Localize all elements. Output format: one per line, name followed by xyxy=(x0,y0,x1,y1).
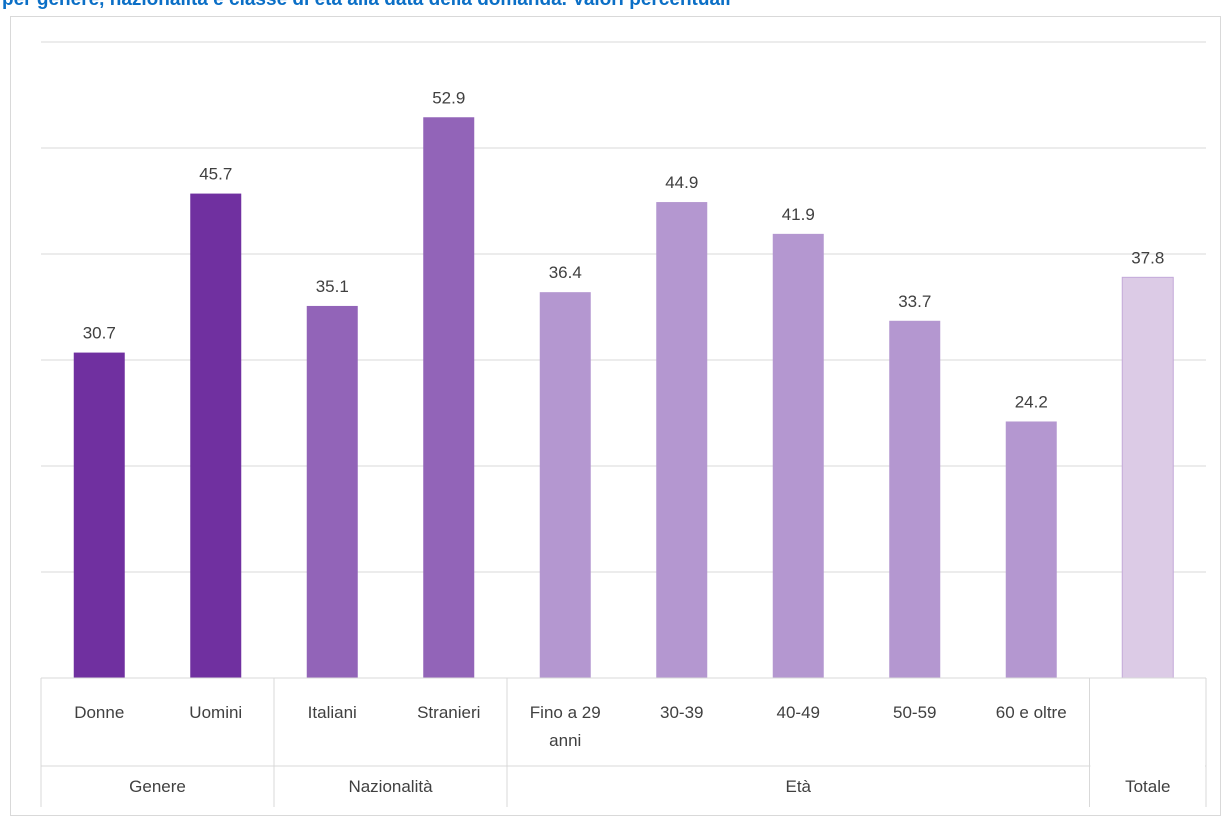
category-label: Uomini xyxy=(189,703,242,722)
totale-cell-mask xyxy=(1090,765,1205,768)
category-label: 50-59 xyxy=(893,703,936,722)
bar-value-label: 33.7 xyxy=(898,292,931,311)
bar xyxy=(190,193,242,678)
bar xyxy=(889,320,941,678)
category-label: Donne xyxy=(74,703,124,722)
category-label: 30-39 xyxy=(660,703,703,722)
category-label: Stranieri xyxy=(417,703,480,722)
group-label: Genere xyxy=(129,777,186,796)
bar-value-label: 52.9 xyxy=(432,88,465,107)
bar-value-label: 24.2 xyxy=(1015,392,1048,411)
group-label: Età xyxy=(785,777,811,796)
bars xyxy=(73,117,1174,679)
bar xyxy=(306,305,358,678)
category-label: Italiani xyxy=(308,703,357,722)
bar xyxy=(772,233,824,679)
bar xyxy=(539,292,591,678)
category-label: anni xyxy=(549,731,581,750)
category-label: 40-49 xyxy=(777,703,820,722)
value-labels: 30.7 45.7 35.1 52.9 36.4 44.9 41.9 33.7 24.2 37.8 xyxy=(83,88,1165,411)
bar xyxy=(1121,276,1174,679)
category-label: 60 e oltre xyxy=(996,703,1067,722)
bar-value-label: 36.4 xyxy=(549,263,582,282)
bar-value-label: 44.9 xyxy=(665,173,698,192)
group-label: Totale xyxy=(1125,777,1170,796)
bar xyxy=(423,117,475,678)
group-label: Nazionalità xyxy=(348,777,433,796)
page-title: per genere, nazionalità e classe di età … xyxy=(2,0,731,11)
category-label: Fino a 29 xyxy=(530,703,601,722)
bar xyxy=(1005,421,1057,678)
bar-value-label: 37.8 xyxy=(1131,248,1164,267)
bar-value-label: 35.1 xyxy=(316,277,349,296)
category-axis: Donne Uomini Italiani Stranieri Fino a 29 ann… xyxy=(40,677,1207,807)
bar-value-label: 30.7 xyxy=(83,324,116,343)
bar-value-label: 45.7 xyxy=(199,165,232,184)
bar xyxy=(73,352,125,678)
bar xyxy=(656,202,708,678)
bar-value-label: 41.9 xyxy=(782,205,815,224)
